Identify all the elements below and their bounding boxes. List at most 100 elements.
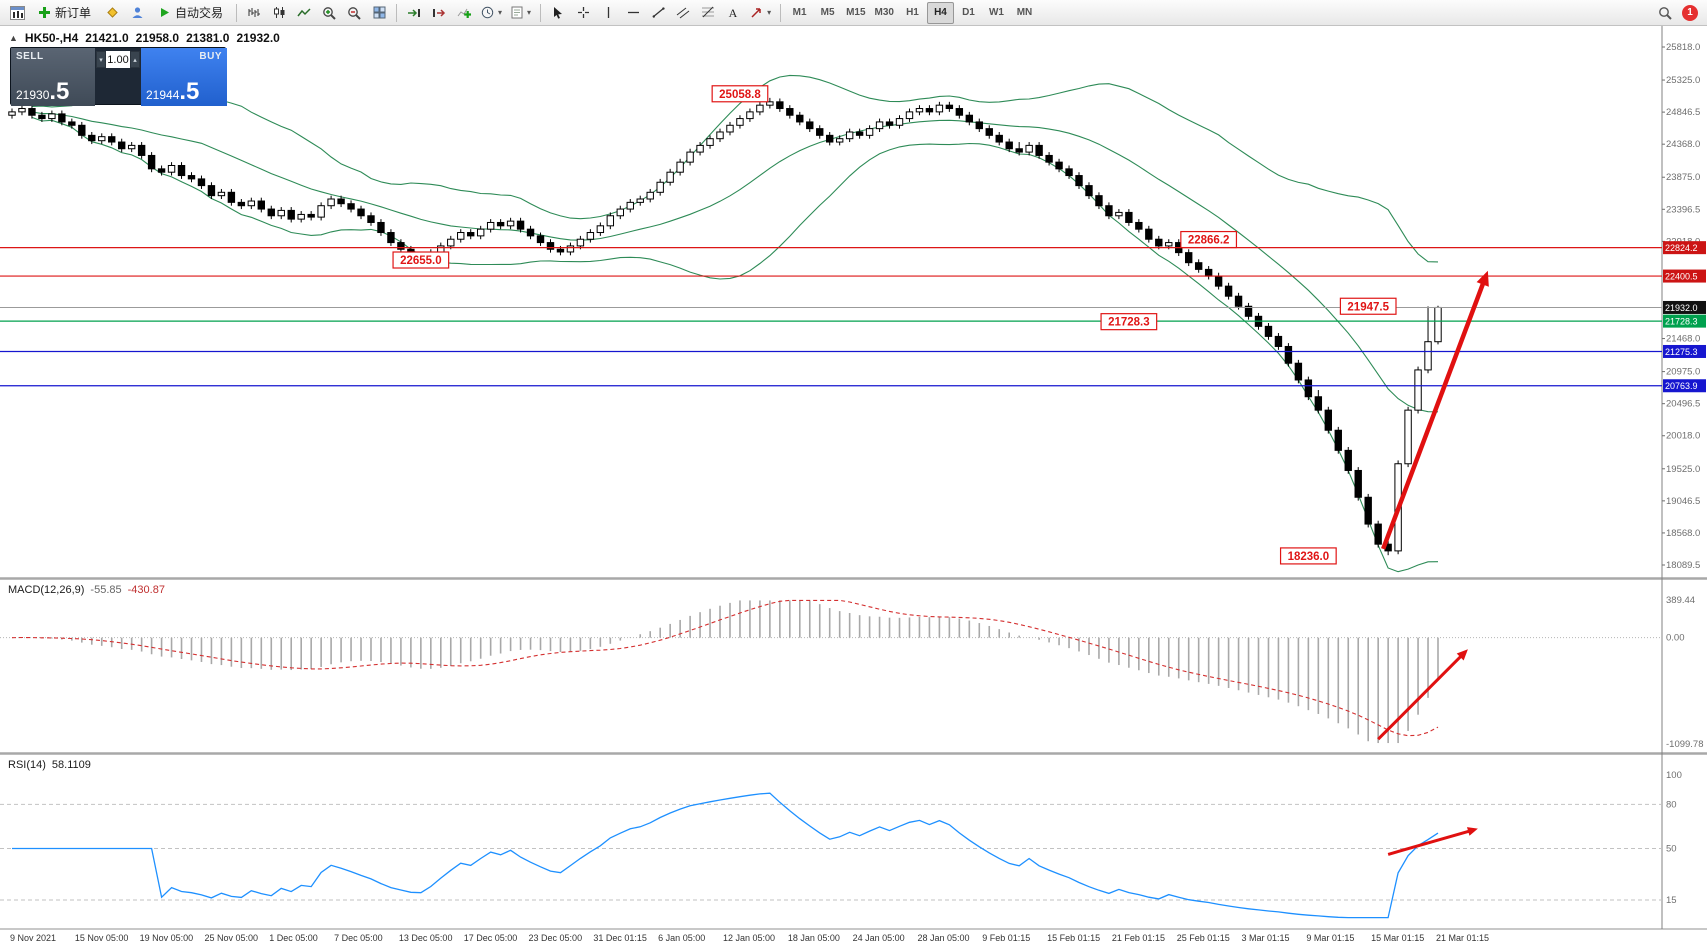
time-tick: 15 Mar 01:15 [1371,933,1424,943]
annotation-box[interactable] [392,251,450,269]
time-tick: 24 Jan 05:00 [853,933,905,943]
price-level-text: 22400.5 [1665,272,1698,282]
new-chart-button[interactable] [5,2,29,24]
bar-chart-button[interactable] [242,2,266,24]
timeframe-m15-button[interactable]: M15 [846,7,866,18]
line-chart-button[interactable] [292,2,316,24]
price-level-text: 20763.9 [1665,381,1698,391]
macd-axis-tick: -1099.78 [1666,739,1704,750]
macd-axis-tick: 0.00 [1666,633,1685,644]
annotation-text: 22866.2 [1188,235,1230,247]
collapse-one-click-icon[interactable]: ▲ [9,33,18,43]
template-icon [511,6,523,19]
time-tick: 21 Mar 01:15 [1436,933,1489,943]
macd-axis-tick: 389.44 [1666,595,1695,606]
indicator-plus-icon [457,6,472,19]
annotation-box[interactable] [1100,313,1158,331]
timeframe-d1-button[interactable]: D1 [962,7,975,18]
one-click-trading-panel: SELL 21930.5 ▾ ▴ BUY 21944.5 [10,47,227,106]
equidistant-channel-button[interactable] [671,2,695,24]
sell-button[interactable]: SELL 21930.5 [11,48,95,106]
timeframe-h4-button[interactable]: H4 [926,1,954,24]
metaeditor-button[interactable] [100,2,124,24]
buy-label: BUY [199,51,222,62]
price-tick: 21468.0 [1666,334,1700,345]
macd-up-arrow[interactable] [1377,654,1464,741]
indicators-button[interactable] [452,2,476,24]
notification-badge[interactable]: 1 [1682,4,1698,21]
vertical-line-button[interactable] [596,2,620,24]
candles-icon [273,6,286,19]
main-up-arrow[interactable] [1381,280,1487,550]
templates-button[interactable]: ▾ [507,2,535,24]
buy-button[interactable]: BUY 21944.5 [141,48,227,106]
tile-windows-button[interactable] [367,2,391,24]
horizontal-line-button[interactable] [621,2,645,24]
cursor-button[interactable] [546,2,570,24]
timeframe-m1-button[interactable]: M1 [792,7,807,18]
price-tick: 25325.0 [1666,75,1700,86]
publisher-button[interactable] [125,2,149,24]
time-tick: 7 Dec 05:00 [334,933,383,943]
time-axis[interactable]: 9 Nov 2021 15 Nov 05:00 19 Nov 05:00 25 Nov… [10,933,1489,943]
chart-shift-button[interactable] [427,2,451,24]
candlestick-chart-button[interactable] [267,2,291,24]
rsi-line [12,792,1439,919]
trendline-button[interactable] [646,2,670,24]
time-tick: 9 Feb 01:15 [982,933,1030,943]
zoom-out-button[interactable] [342,2,366,24]
time-tick: 9 Mar 01:15 [1306,933,1354,943]
chart-plot[interactable] [0,26,1662,929]
price-tick: 20496.5 [1666,399,1700,410]
volume-decrease-button[interactable]: ▾ [96,51,106,68]
timeframe-m30-button[interactable]: M30 [874,7,894,18]
toolbar-separator [780,3,782,22]
timeframe-w1-button[interactable]: W1 [988,7,1004,18]
crosshair-button[interactable] [571,2,595,24]
time-tick: 19 Nov 05:00 [140,933,194,943]
text-a-icon: A [727,6,739,19]
arrows-button[interactable]: ▾ [746,2,775,24]
timeframe-mn-button[interactable]: MN [1016,7,1033,18]
annotation-box[interactable] [711,85,769,103]
volume-increase-button[interactable]: ▴ [130,51,140,68]
periods-button[interactable]: ▾ [477,2,506,24]
text-button[interactable]: A [721,2,745,24]
price-tick: 25818.0 [1666,42,1700,53]
svg-text:A: A [729,6,738,19]
annotation-box[interactable] [1180,230,1238,249]
zoom-in-icon [322,6,336,20]
annotation-text: 22655.0 [400,255,442,267]
annotation-box[interactable] [1279,547,1337,565]
rsi-axis-tick: 80 [1666,799,1677,810]
sell-label: SELL [16,51,44,62]
auto-scroll-button[interactable] [402,2,426,24]
volume-control: ▾ ▴ [96,51,140,68]
volume-input[interactable] [106,51,130,68]
rsi-up-arrow[interactable] [1387,829,1471,856]
time-tick: 28 Jan 05:00 [917,933,969,943]
cursor-icon [552,6,564,19]
timeframe-m5-button[interactable]: M5 [820,7,835,18]
fibonacci-button[interactable] [696,2,720,24]
sell-price: 21930.5 [16,78,70,106]
autoscroll-icon [407,7,421,19]
price-tick: 24846.5 [1666,107,1700,118]
rsi-panel: 100 80 50 15 [0,770,1682,919]
price-tick: 18568.0 [1666,528,1700,539]
time-tick: 31 Dec 01:15 [593,933,647,943]
buy-price: 21944.5 [146,78,200,106]
time-tick: 9 Nov 2021 [10,933,56,943]
zoom-in-button[interactable] [317,2,341,24]
timeframe-h1-button[interactable]: H1 [906,7,919,18]
annotation-box[interactable] [1339,297,1397,315]
ohlc-close: 21932.0 [236,31,280,45]
search-button[interactable] [1653,2,1677,24]
bars-icon [247,6,261,19]
rsi-up-arrow-head [1466,827,1478,836]
arrow-ne-icon [750,6,763,19]
price-level-label [1663,300,1706,314]
new-order-button[interactable]: 新订单 [30,2,99,24]
autotrading-button[interactable]: 自动交易 [150,2,231,24]
